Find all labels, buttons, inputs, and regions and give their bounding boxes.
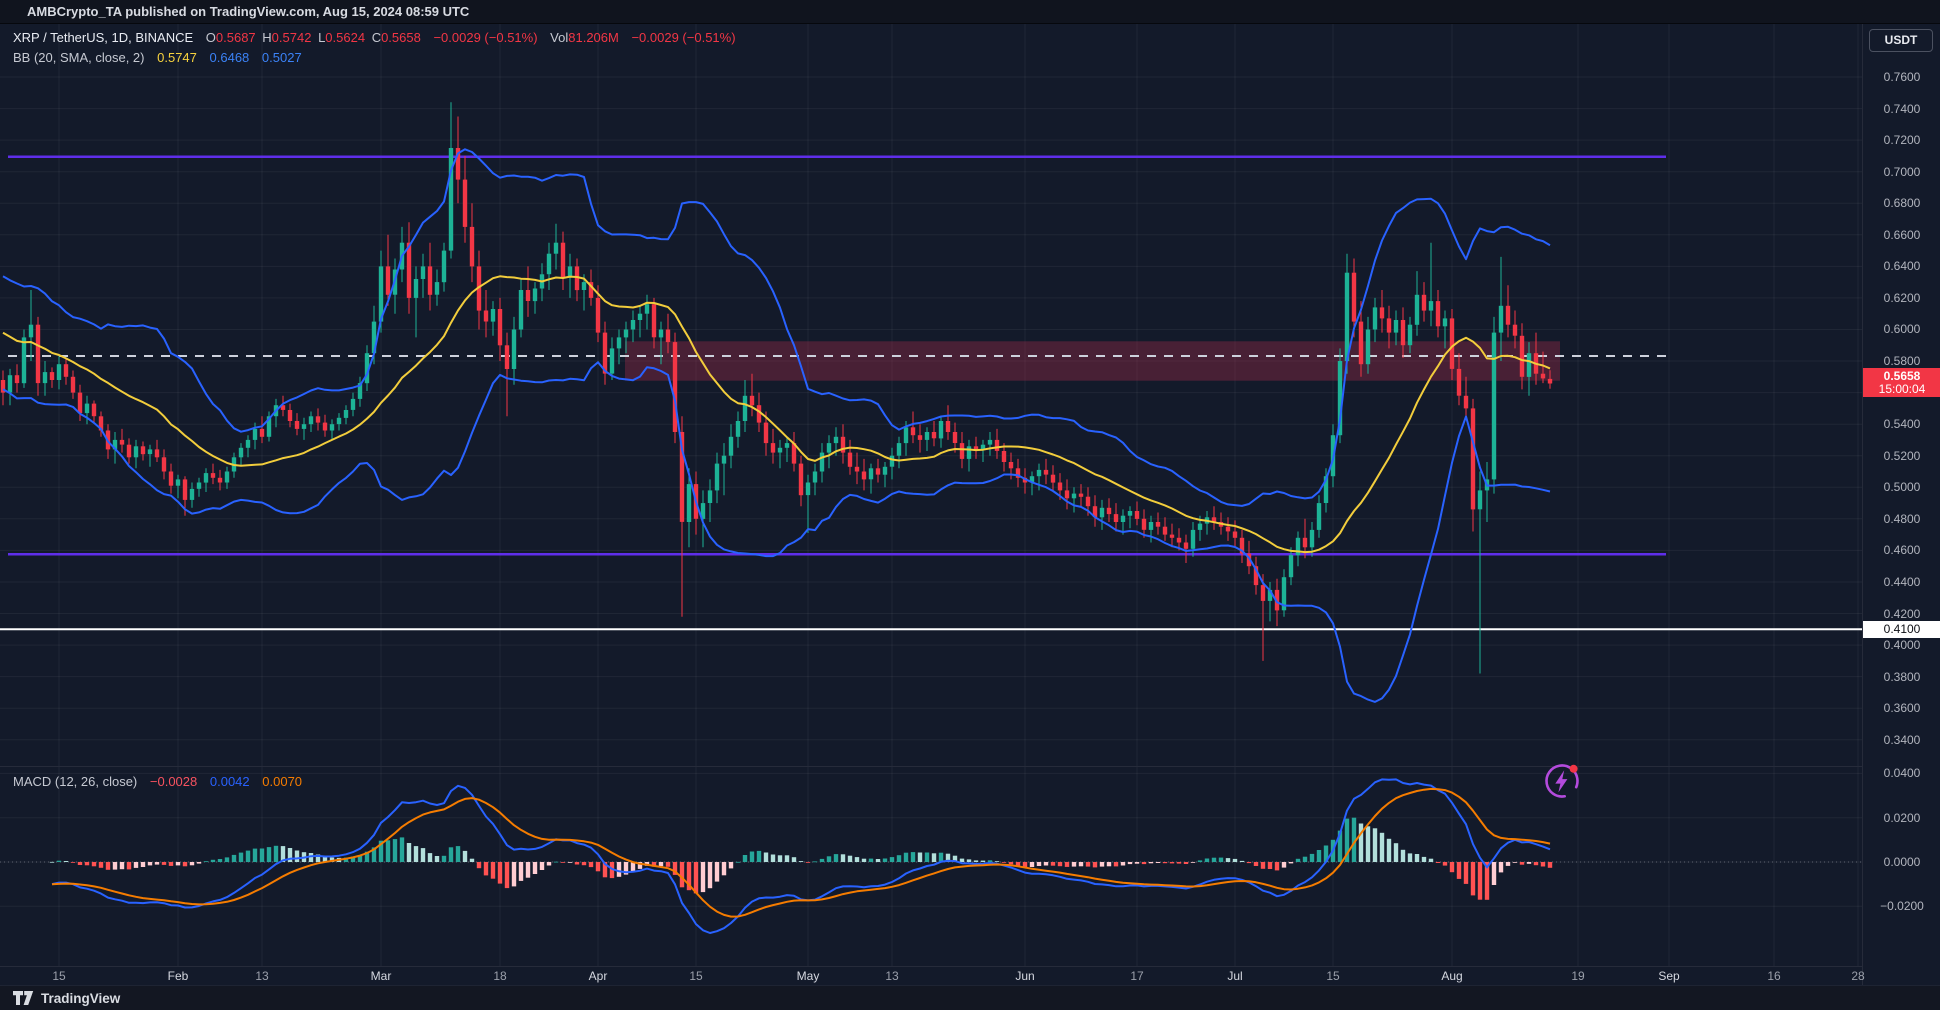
macd-tick: −0.0200 [1880,899,1924,914]
time-tick: 13 [885,969,899,983]
publish-header-text: AMBCrypto_TA published on TradingView.co… [27,4,470,19]
last-price-label: 0.5658 15:00:04 [1863,368,1940,398]
time-tick: 28 [1851,969,1865,983]
tradingview-wordmark[interactable]: TradingView [41,990,121,1006]
supply-zone [625,341,1560,381]
price-tick: 0.7600 [1883,70,1921,84]
footer-bar: TradingView [0,985,1940,1010]
price-tick: 0.5800 [1883,354,1921,369]
spark-icon[interactable] [1540,759,1584,803]
macd-histogram-value: −0.0028 [149,774,198,789]
volume-label: Vol [550,30,569,45]
time-tick: 17 [1130,969,1144,983]
time-tick: 18 [493,969,507,983]
time-tick: 13 [255,969,269,983]
bb-upper-value: 0.6468 [209,50,250,65]
price-tick: 0.5000 [1883,480,1921,495]
time-tick: 15 [52,969,66,983]
volume-value: 81.206M [568,30,619,45]
time-tick: Aug [1441,969,1463,983]
tradingview-logo-icon[interactable] [13,991,34,1005]
time-tick: 16 [1767,969,1781,983]
price-tick: 0.6000 [1883,322,1921,337]
time-tick: Sep [1658,969,1680,983]
time-tick: 15 [1326,969,1340,983]
price-tick: 0.6600 [1883,227,1921,242]
macd-signal-line [51,787,1551,918]
price-tick: 0.6200 [1883,290,1921,305]
price-grid [0,24,1862,766]
change-value: −0.0029 (−0.51%) [433,30,538,45]
bb-lower-value: 0.5027 [261,50,302,65]
chart-area[interactable]: XRP / TetherUS, 1D, BINANCE O0.5687 H0.5… [0,24,1862,985]
price-tick: 0.7000 [1883,164,1921,179]
time-axis-divider [0,966,1862,967]
bb-legend: BB (20, SMA, close, 2) 0.5747 0.6468 0.5… [13,50,302,65]
time-tick: 19 [1571,969,1585,983]
price-tick: 0.6400 [1883,259,1921,274]
countdown-timer: 15:00:04 [1878,382,1926,397]
symbol-title[interactable]: XRP / TetherUS, 1D, BINANCE [13,30,194,45]
time-tick: Mar [370,969,392,983]
symbol-legend: XRP / TetherUS, 1D, BINANCE O0.5687 H0.5… [13,30,736,45]
price-tick: 0.4600 [1883,543,1921,558]
last-price-value: 0.5658 [1883,369,1921,384]
price-tick: 0.4800 [1883,511,1921,526]
macd-line-value: 0.0042 [209,774,250,789]
price-tick: 0.4400 [1883,574,1921,589]
price-tick: 0.7200 [1883,133,1921,148]
time-axis[interactable]: 15 Feb 13 Mar 18 Apr 15 May 13 Jun 17 Jul 15 Aug 19 Sep… [0,967,1864,985]
close-value: 0.5658 [381,30,421,45]
macd-tick: 0.0200 [1883,810,1921,825]
bb-basis-sma [2,275,1551,554]
bb-basis-value: 0.5747 [157,50,197,65]
close-label: C [371,30,382,45]
price-tick: 0.3400 [1883,732,1921,747]
change-value-2: −0.0029 (−0.51%) [631,30,736,45]
candles-layer [0,102,1553,674]
bb-title[interactable]: BB (20, SMA, close, 2) [13,50,145,65]
level-price-label: 0.4100 [1863,620,1940,638]
macd-title[interactable]: MACD (12, 26, close) [13,774,138,789]
high-label: H [262,30,272,45]
macd-legend: MACD (12, 26, close) −0.0028 0.0042 0.00… [13,774,302,789]
price-tick: 0.7400 [1883,101,1921,116]
macd-histogram [49,817,1553,900]
time-tick: Feb [167,969,189,983]
bollinger-bands [2,148,1551,703]
price-tick: 0.3800 [1883,669,1921,684]
price-tick: 0.6800 [1883,196,1921,211]
high-value: 0.5742 [271,30,312,45]
price-tick: 0.4000 [1883,638,1921,653]
low-value: 0.5624 [325,30,366,45]
price-tick: 0.5400 [1883,417,1921,432]
price-axis[interactable]: USDT 0.5658 15:00:04 0.4100 0.7600 0.7400… [1862,24,1940,985]
time-tick: May [796,969,820,983]
time-tick: 15 [689,969,703,983]
low-label: L [318,30,326,45]
time-tick: Jul [1227,969,1243,983]
price-pane[interactable] [0,24,1862,766]
price-tick: 0.5200 [1883,448,1921,463]
time-tick: Jun [1015,969,1035,983]
macd-tick: 0.0400 [1883,766,1921,781]
publish-header: AMBCrypto_TA published on TradingView.co… [0,0,1940,24]
time-tick: Apr [588,969,608,983]
macd-pane[interactable] [0,767,1862,966]
currency-button[interactable]: USDT [1869,29,1933,52]
macd-signal-value: 0.0070 [262,774,303,789]
pane-divider[interactable] [0,766,1862,767]
macd-tick: 0.0000 [1883,855,1921,869]
price-tick: 0.3600 [1883,701,1921,716]
price-tick: 0.4200 [1883,606,1921,621]
open-label: O [205,30,216,45]
open-value: 0.5687 [215,30,256,45]
